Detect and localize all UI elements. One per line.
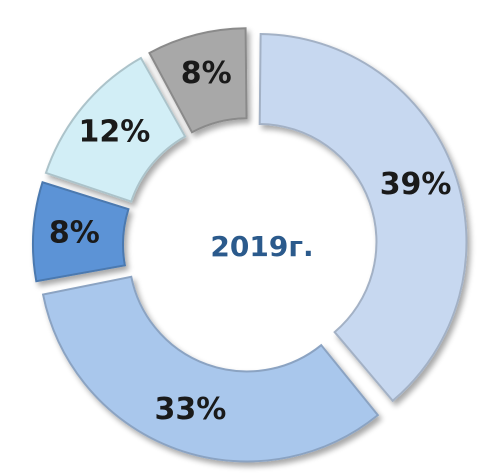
slice-label-4: 12% <box>78 114 150 149</box>
donut-slice-1 <box>258 32 468 403</box>
donut-slice-4 <box>44 56 187 203</box>
center-label: 2019г. <box>210 230 313 263</box>
slice-label-5: 8% <box>181 56 232 91</box>
slice-labels: 39% 33% 8% 12% 8% <box>49 56 452 427</box>
slice-label-1: 39% <box>380 167 452 202</box>
slice-label-3: 8% <box>49 215 100 250</box>
donut-slice-5 <box>148 27 248 134</box>
donut-slice-2 <box>41 275 380 463</box>
slice-label-2: 33% <box>154 392 226 427</box>
donut-slice-3 <box>32 180 130 283</box>
donut-slices <box>32 27 468 463</box>
